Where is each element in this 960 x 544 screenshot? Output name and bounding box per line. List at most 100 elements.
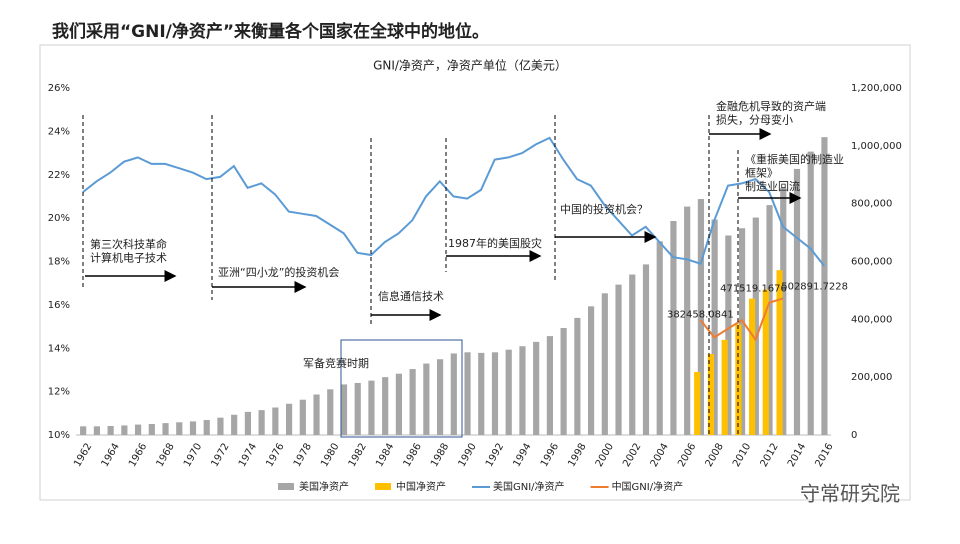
- bar: [776, 270, 783, 435]
- x-tick-label: 1986: [402, 441, 424, 469]
- y2-tick-label: 200,000: [851, 372, 892, 383]
- chart-title: GNI/净资产，净资产单位（亿美元）: [373, 58, 567, 73]
- x-tick-label: 2014: [786, 441, 808, 469]
- x-tick-label: 1994: [511, 441, 533, 469]
- annotation: 《重振美国的制造业: [745, 152, 844, 166]
- y2-tick-label: 800,000: [851, 199, 892, 210]
- legend-label: 中国净资产: [396, 480, 446, 493]
- bar: [505, 349, 512, 435]
- x-tick-label: 2012: [759, 441, 781, 469]
- bar: [436, 359, 444, 435]
- bar: [354, 382, 361, 435]
- bar: [587, 306, 595, 435]
- x-tick-label: 1976: [264, 441, 286, 469]
- bar: [478, 352, 485, 435]
- x-tick-label: 1968: [155, 441, 177, 469]
- bar: [121, 425, 128, 435]
- x-tick-label: 1982: [347, 441, 369, 469]
- y-tick-label: 20%: [48, 213, 70, 224]
- heading: 我们采用“GNI/净资产”来衡量各个国家在全球中的地位。: [52, 21, 489, 42]
- legend-swatch: [278, 483, 294, 490]
- x-tick-label: 1988: [429, 441, 451, 469]
- bar: [299, 399, 306, 435]
- x-tick-label: 1984: [374, 441, 396, 469]
- bar: [189, 421, 197, 435]
- x-tick-label: 2008: [704, 441, 726, 469]
- y2-tick-label: 1,000,000: [851, 141, 902, 152]
- x-tick-label: 1970: [182, 441, 204, 469]
- annotation: 金融危机导致的资产端: [716, 99, 826, 113]
- legend-label: 中国GNI/净资产: [612, 480, 684, 493]
- data-label: 502891.7228: [781, 282, 848, 293]
- bar: [450, 353, 457, 435]
- x-tick-label: 2004: [649, 441, 671, 469]
- bar: [821, 137, 828, 436]
- x-tick-label: 2016: [813, 441, 835, 469]
- y-tick-label: 12%: [48, 387, 70, 398]
- x-tick-label: 2010: [731, 441, 753, 469]
- x-tick-label: 1962: [72, 441, 94, 469]
- bar: [601, 293, 608, 435]
- bar: [560, 328, 567, 435]
- bar: [546, 336, 553, 435]
- x-tick-label: 2006: [676, 441, 698, 469]
- bar: [684, 206, 691, 435]
- data-label: 471519.1676: [720, 284, 787, 295]
- annotation: 计算机电子技术: [90, 251, 167, 265]
- y-tick-label: 22%: [48, 170, 70, 181]
- annotation-box: [340, 339, 463, 438]
- x-tick-label: 1964: [100, 441, 122, 469]
- annotation: 军备竞赛时期: [303, 356, 369, 370]
- y-tick-label: 26%: [48, 83, 70, 94]
- bar: [148, 424, 155, 435]
- bar: [721, 339, 728, 435]
- y-tick-label: 16%: [48, 300, 70, 311]
- bar: [93, 426, 100, 435]
- y2-tick-label: 600,000: [851, 257, 892, 268]
- bar: [80, 426, 87, 435]
- x-tick-label: 1978: [292, 441, 314, 469]
- legend-label: 美国GNI/净资产: [493, 480, 565, 493]
- legend-label: 美国净资产: [299, 480, 349, 493]
- bar: [244, 411, 251, 435]
- x-tick-label: 1996: [539, 441, 561, 469]
- bar: [272, 407, 279, 435]
- bar: [176, 422, 183, 435]
- line: [699, 297, 784, 342]
- bar: [285, 403, 293, 435]
- annotation: 中国的投资机会？: [560, 202, 648, 216]
- bar: [707, 354, 715, 435]
- bar: [725, 235, 732, 435]
- y2-tick-label: 400,000: [851, 314, 892, 325]
- bar: [368, 380, 375, 435]
- bar: [107, 426, 114, 435]
- bar: [134, 424, 142, 435]
- annotation: 第三次科技革命: [90, 237, 167, 251]
- bar: [752, 217, 759, 435]
- annotation: 制造业回流: [745, 179, 800, 193]
- bar: [423, 363, 430, 435]
- x-tick-label: 1974: [237, 441, 259, 469]
- bar: [382, 377, 389, 435]
- y-tick-label: 10%: [48, 430, 70, 441]
- x-tick-label: 1992: [484, 441, 506, 469]
- bar: [735, 324, 742, 435]
- bar: [766, 205, 773, 435]
- bar: [313, 394, 320, 435]
- bar: [642, 264, 650, 435]
- bar: [409, 369, 416, 435]
- chart-frame: [39, 44, 911, 501]
- bar: [340, 384, 348, 435]
- bar: [519, 346, 526, 435]
- bar: [807, 151, 814, 435]
- y-tick-label: 24%: [48, 126, 70, 137]
- bar: [491, 352, 499, 435]
- bar: [656, 241, 663, 435]
- x-tick-label: 2000: [594, 441, 616, 469]
- bar: [615, 284, 622, 435]
- annotation: 损失，分母变小: [716, 113, 793, 127]
- bar: [258, 410, 265, 435]
- bar: [738, 228, 746, 435]
- bar: [395, 373, 402, 435]
